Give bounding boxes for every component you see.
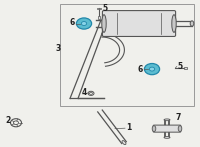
Ellipse shape (152, 126, 156, 132)
FancyBboxPatch shape (102, 11, 176, 36)
Ellipse shape (102, 15, 106, 32)
Bar (184, 67, 187, 69)
Text: 5: 5 (102, 4, 107, 13)
Ellipse shape (178, 126, 182, 132)
Ellipse shape (164, 119, 170, 121)
Text: 2: 2 (5, 116, 11, 125)
Ellipse shape (190, 21, 194, 26)
Bar (60, 4, 194, 106)
Ellipse shape (81, 22, 87, 25)
Ellipse shape (122, 141, 126, 145)
Text: 3: 3 (56, 44, 61, 53)
Ellipse shape (149, 67, 155, 71)
FancyBboxPatch shape (153, 125, 181, 132)
Ellipse shape (144, 64, 160, 75)
Text: 4: 4 (82, 88, 87, 97)
Text: 7: 7 (175, 113, 180, 122)
Ellipse shape (76, 18, 92, 29)
Ellipse shape (172, 15, 176, 32)
Bar (98, 16, 100, 19)
Text: 6: 6 (137, 65, 142, 74)
Bar (97, 8, 101, 9)
Ellipse shape (164, 137, 170, 138)
Text: 1: 1 (126, 123, 131, 132)
Text: 6: 6 (70, 18, 75, 27)
Text: 5: 5 (178, 62, 183, 71)
